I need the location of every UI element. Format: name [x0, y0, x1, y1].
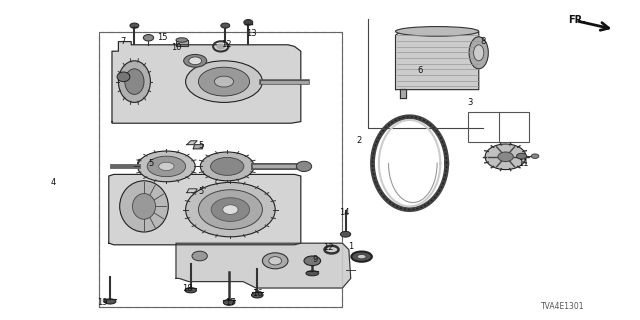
Ellipse shape — [138, 151, 195, 182]
Ellipse shape — [269, 257, 282, 265]
Text: 13: 13 — [246, 29, 257, 38]
Ellipse shape — [130, 23, 139, 28]
Text: 5: 5 — [148, 159, 154, 168]
Ellipse shape — [198, 190, 262, 229]
Ellipse shape — [474, 45, 484, 61]
Ellipse shape — [357, 254, 366, 259]
Ellipse shape — [296, 161, 312, 172]
Ellipse shape — [223, 205, 238, 214]
Text: 8: 8 — [480, 37, 485, 46]
Ellipse shape — [104, 299, 116, 304]
Bar — [99, 32, 342, 307]
Ellipse shape — [176, 38, 188, 42]
Text: 3: 3 — [468, 98, 473, 107]
Polygon shape — [187, 141, 197, 145]
Polygon shape — [400, 89, 406, 98]
Text: 2: 2 — [356, 136, 362, 145]
Text: 15: 15 — [157, 33, 168, 42]
Polygon shape — [109, 174, 301, 245]
Polygon shape — [193, 192, 203, 196]
Ellipse shape — [147, 156, 186, 177]
Text: 5: 5 — [198, 141, 204, 150]
Ellipse shape — [223, 300, 235, 305]
Ellipse shape — [396, 27, 479, 36]
Ellipse shape — [498, 152, 513, 162]
Ellipse shape — [214, 76, 234, 87]
Ellipse shape — [485, 144, 526, 170]
Ellipse shape — [531, 154, 539, 158]
Ellipse shape — [216, 43, 225, 50]
Polygon shape — [193, 145, 204, 149]
Text: 19: 19 — [97, 298, 108, 307]
Ellipse shape — [211, 157, 244, 175]
Polygon shape — [187, 189, 197, 193]
Text: 12: 12 — [221, 40, 232, 49]
Ellipse shape — [304, 256, 321, 266]
Text: 9: 9 — [312, 255, 317, 264]
Ellipse shape — [221, 23, 230, 28]
Ellipse shape — [189, 57, 202, 65]
Text: FR.: FR. — [568, 15, 586, 25]
Ellipse shape — [125, 69, 144, 94]
Ellipse shape — [192, 251, 207, 261]
Ellipse shape — [244, 20, 253, 25]
Ellipse shape — [351, 252, 372, 262]
Ellipse shape — [184, 54, 207, 67]
Text: 4: 4 — [51, 178, 56, 187]
Text: 16: 16 — [252, 289, 263, 298]
Ellipse shape — [185, 288, 196, 293]
Ellipse shape — [118, 61, 150, 102]
Ellipse shape — [186, 182, 275, 237]
Ellipse shape — [200, 152, 254, 181]
Text: 1: 1 — [348, 242, 353, 251]
Text: TVA4E1301: TVA4E1301 — [541, 302, 584, 311]
Polygon shape — [176, 243, 351, 288]
Text: 14: 14 — [339, 208, 349, 217]
Text: 17: 17 — [225, 298, 236, 307]
Ellipse shape — [306, 271, 319, 276]
Ellipse shape — [132, 194, 156, 219]
Ellipse shape — [186, 61, 262, 102]
Ellipse shape — [469, 37, 488, 69]
Bar — [99, 32, 342, 307]
Ellipse shape — [117, 72, 130, 82]
Ellipse shape — [120, 181, 168, 232]
Text: 7: 7 — [120, 37, 125, 46]
Text: 10: 10 — [172, 43, 182, 52]
Text: 11: 11 — [518, 159, 529, 168]
Ellipse shape — [159, 162, 174, 171]
Text: 18: 18 — [182, 284, 193, 293]
Text: 12: 12 — [323, 243, 333, 252]
Bar — [468, 112, 529, 142]
Text: 6: 6 — [417, 66, 422, 75]
Polygon shape — [138, 159, 147, 163]
Ellipse shape — [516, 153, 527, 159]
Bar — [176, 40, 188, 46]
Ellipse shape — [252, 292, 263, 298]
Ellipse shape — [340, 231, 351, 237]
Polygon shape — [396, 32, 479, 90]
Ellipse shape — [143, 35, 154, 41]
Ellipse shape — [211, 198, 250, 221]
Ellipse shape — [198, 67, 250, 96]
Text: 5: 5 — [198, 188, 204, 196]
Polygon shape — [112, 42, 301, 123]
Ellipse shape — [262, 253, 288, 269]
Polygon shape — [144, 163, 154, 166]
